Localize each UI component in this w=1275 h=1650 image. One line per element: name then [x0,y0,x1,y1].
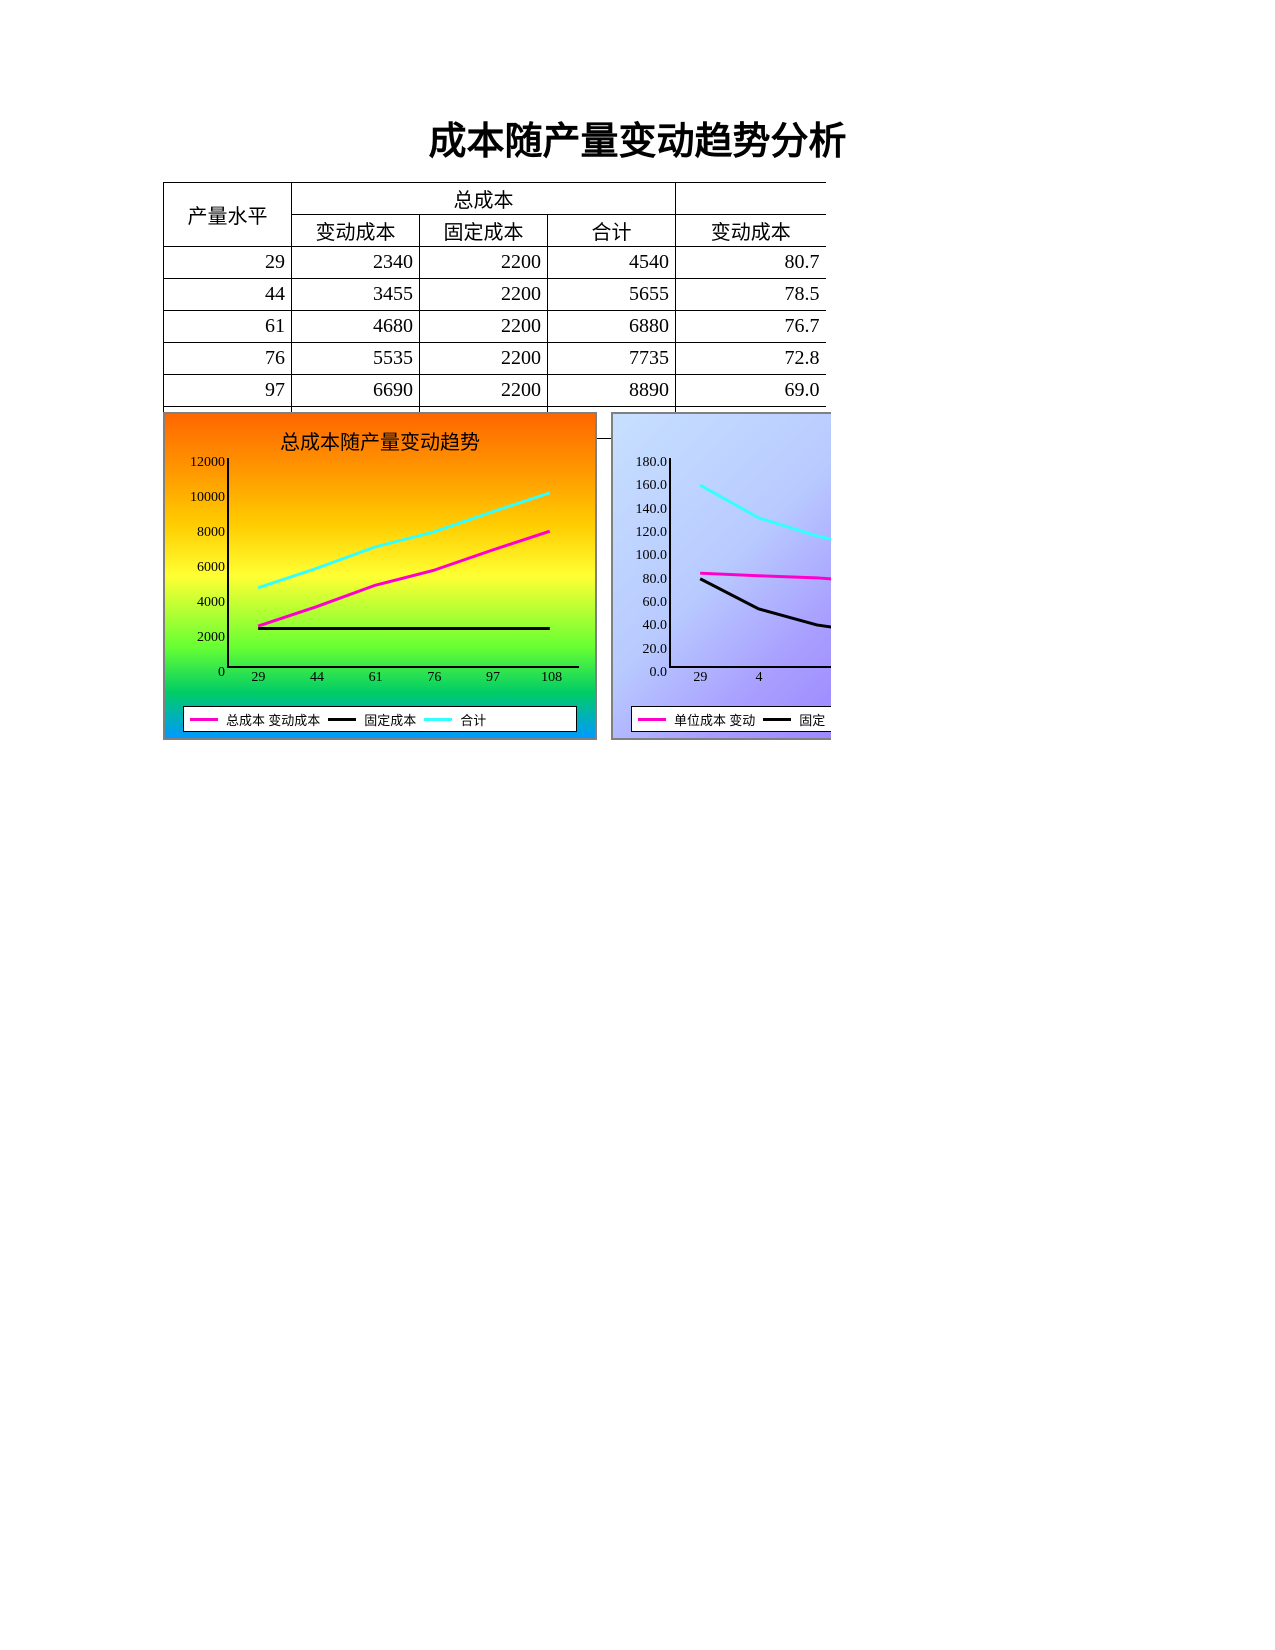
table-cell: 76.7 [676,311,826,343]
cost-table: 产量水平 总成本 变动成本 固定成本 合计 变动成本 2923402200454… [163,182,826,439]
x-tick-label: 29 [251,666,265,686]
chart-unit-cost-cropframe: 单 0.020.040.060.080.0100.0120.0140.0160.… [611,412,831,740]
chart1-lines [229,458,579,667]
table-row: 6146802200688076.7 [164,311,826,343]
table-cell: 61 [164,311,292,343]
legend-swatch [638,718,666,721]
table-cell: 4540 [548,247,676,279]
y-tick-label: 100.0 [636,548,672,564]
page-title: 成本随产量变动趋势分析 [0,110,1275,165]
table-cell: 4680 [292,311,420,343]
chart1-title: 总成本随产量变动趋势 [165,426,595,455]
x-tick-label: 61 [369,666,383,686]
y-tick-label: 20.0 [643,642,672,658]
series-line [700,573,831,587]
x-tick-label: 4 [756,666,763,686]
y-tick-label: 8000 [197,525,229,541]
table-header-row-1: 产量水平 总成本 [164,183,826,215]
table-body: 2923402200454080.74434552200565578.56146… [164,247,826,439]
table-cell: 3455 [292,279,420,311]
y-tick-label: 12000 [190,455,229,471]
th-unit-group-blank [676,183,826,215]
table-cell: 2200 [420,279,548,311]
y-tick-label: 40.0 [643,618,672,634]
y-tick-label: 60.0 [643,595,672,611]
table-cell: 97 [164,375,292,407]
table-cell: 2200 [420,343,548,375]
y-tick-label: 2000 [197,630,229,646]
series-line [258,493,550,588]
x-tick-label: 108 [541,666,562,686]
table-row: 7655352200773572.8 [164,343,826,375]
table-cell: 8890 [548,375,676,407]
chart-unit-cost: 单 0.020.040.060.080.0100.0120.0140.0160.… [611,412,831,740]
legend-swatch [424,718,452,721]
y-tick-label: 10000 [190,490,229,506]
th-sum: 合计 [548,215,676,247]
th-production: 产量水平 [164,183,292,247]
y-tick-label: 6000 [197,560,229,576]
y-tick-label: 0 [218,665,229,681]
chart2-title: 单 [613,426,831,455]
legend-swatch [763,718,791,721]
table-row: 4434552200565578.5 [164,279,826,311]
chart2-plot: 0.020.040.060.080.0100.0120.0140.0160.01… [669,458,831,668]
y-tick-label: 80.0 [643,572,672,588]
chart1-plot: 0200040006000800010000120002944617697108 [227,458,579,668]
series-line [258,531,550,626]
table-cell: 7735 [548,343,676,375]
table-cell: 29 [164,247,292,279]
table-cell: 2200 [420,247,548,279]
table-row: 2923402200454080.7 [164,247,826,279]
legend-label: 固定 [799,710,825,729]
x-tick-label: 97 [486,666,500,686]
th-variable: 变动成本 [292,215,420,247]
table-cell: 69.0 [676,375,826,407]
legend-label: 总成本 变动成本 [226,710,320,729]
chart-total-cost: 总成本随产量变动趋势 02000400060008000100001200029… [163,412,597,740]
table-cell: 6880 [548,311,676,343]
y-tick-label: 140.0 [636,502,672,518]
table-cell: 44 [164,279,292,311]
series-line [700,485,831,560]
legend-swatch [328,718,356,721]
y-tick-label: 160.0 [636,478,672,494]
chart2-lines [671,458,831,667]
th-fixed: 固定成本 [420,215,548,247]
table-cell: 6690 [292,375,420,407]
table-cell: 72.8 [676,343,826,375]
legend-label: 固定成本 [364,710,416,729]
th-unit-variable: 变动成本 [676,215,826,247]
table-cell: 76 [164,343,292,375]
series-line [700,579,831,643]
th-total-cost-group: 总成本 [292,183,676,215]
table-cell: 80.7 [676,247,826,279]
chart1-legend: 总成本 变动成本 固定成本 合计 [183,706,577,732]
legend-label: 合计 [460,710,486,729]
table-cell: 78.5 [676,279,826,311]
y-tick-label: 180.0 [636,455,672,471]
y-tick-label: 0.0 [650,665,672,681]
x-tick-label: 29 [693,666,707,686]
table-cell: 5655 [548,279,676,311]
table-cell: 2200 [420,375,548,407]
charts-row: 总成本随产量变动趋势 02000400060008000100001200029… [163,412,831,740]
chart2-legend: 单位成本 变动固定合计 [631,706,831,732]
legend-swatch [190,718,218,721]
table-cell: 5535 [292,343,420,375]
legend-label: 单位成本 变动 [674,710,755,729]
x-tick-label: 76 [427,666,441,686]
x-tick-label: 44 [310,666,324,686]
table-cell: 2340 [292,247,420,279]
table-cell: 2200 [420,311,548,343]
y-tick-label: 4000 [197,595,229,611]
y-tick-label: 120.0 [636,525,672,541]
table-row: 9766902200889069.0 [164,375,826,407]
